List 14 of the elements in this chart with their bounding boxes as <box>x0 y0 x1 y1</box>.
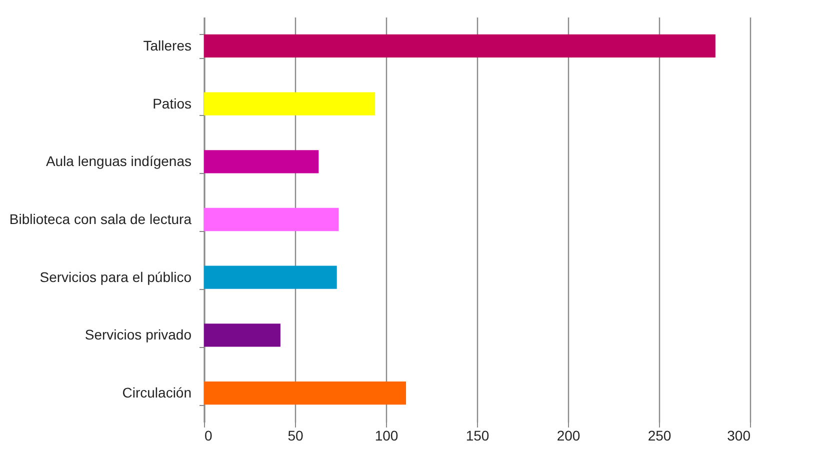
x-tick-label: 150 <box>466 428 490 444</box>
y-tick-label: Biblioteca con sala de lectura <box>9 211 192 227</box>
x-tick-label: 0 <box>204 428 212 444</box>
x-tick-label: 200 <box>556 428 580 444</box>
y-tick-label: Patios <box>152 95 192 112</box>
y-tick-label: Circulación <box>122 384 192 401</box>
y-tick-label: Servicios para el público <box>40 268 192 285</box>
x-tick-label: 250 <box>648 428 672 444</box>
y-tick-label: Servicios privado <box>84 326 192 343</box>
y-tick-label: Aula lenguas indígenas <box>46 153 192 170</box>
x-tick-label: 300 <box>727 428 751 444</box>
y-tick-label: Talleres <box>143 37 192 54</box>
x-tick-label: 50 <box>288 428 304 444</box>
x-tick-label: 100 <box>374 428 398 444</box>
